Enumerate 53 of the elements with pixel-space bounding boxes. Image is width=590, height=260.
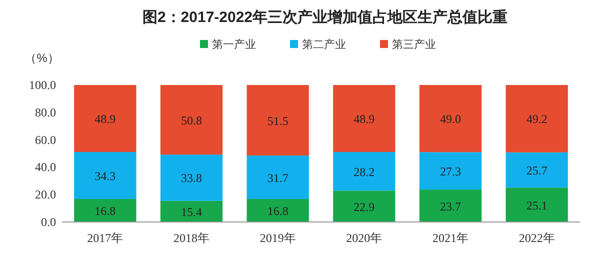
y-tick-label: 80.0: [35, 105, 56, 120]
chart-title: 图2：2017-2022年三次产业增加值占地区生产总值比重: [142, 9, 508, 26]
x-tick-label: 2019年: [260, 231, 296, 245]
legend-label: 第二产业: [302, 38, 346, 51]
bar: [333, 85, 396, 152]
bar: [246, 156, 309, 199]
data-label: 16.8: [94, 204, 116, 218]
bar: [419, 190, 482, 222]
bar: [506, 188, 568, 222]
bar: [246, 85, 309, 156]
bar: [246, 198, 309, 222]
y-tick-label: 100.0: [29, 78, 56, 92]
x-tick-label: 2017年: [87, 231, 124, 245]
x-tick-label: 2018年: [174, 231, 210, 245]
bar: [160, 154, 223, 201]
data-label: 50.8: [181, 113, 202, 128]
y-tick-label: 0.0: [41, 215, 56, 229]
y-tick-label: 60.0: [35, 132, 56, 147]
legend-label: 第三产业: [392, 38, 436, 51]
bar: [160, 85, 223, 155]
data-label: 49.0: [440, 112, 461, 126]
x-tick-label: 2020年: [346, 231, 382, 245]
bar: [419, 152, 482, 190]
bar: [74, 198, 136, 222]
legend-label: 第一产业: [212, 38, 256, 51]
data-label: 15.4: [181, 204, 202, 219]
data-label: 27.3: [440, 164, 461, 178]
y-tick-label: 40.0: [35, 160, 56, 174]
data-label: 33.8: [181, 171, 202, 186]
bar: [506, 85, 568, 152]
x-tick-label: 2021年: [432, 231, 468, 245]
data-label: 28.2: [354, 164, 375, 179]
y-tick-label: 20.0: [35, 188, 56, 202]
bar: [74, 152, 136, 199]
bar: [74, 85, 136, 152]
data-label: 34.3: [94, 168, 116, 183]
data-label: 48.9: [354, 112, 375, 126]
data-label: 48.9: [94, 112, 116, 126]
bar: [506, 152, 568, 188]
y-axis-title: （%）: [24, 51, 60, 65]
data-label: 51.5: [267, 114, 288, 128]
data-label: 23.7: [440, 199, 461, 214]
bar: [419, 85, 482, 152]
bar: [333, 190, 396, 222]
data-label: 22.9: [354, 200, 375, 214]
data-label: 25.1: [526, 198, 548, 212]
data-label: 49.2: [526, 112, 548, 126]
data-label: 31.7: [267, 170, 288, 185]
x-tick-label: 2022年: [518, 231, 555, 245]
data-label: 16.8: [267, 204, 288, 218]
bar: [333, 152, 396, 191]
data-label: 25.7: [526, 164, 548, 178]
bar: [160, 200, 223, 222]
